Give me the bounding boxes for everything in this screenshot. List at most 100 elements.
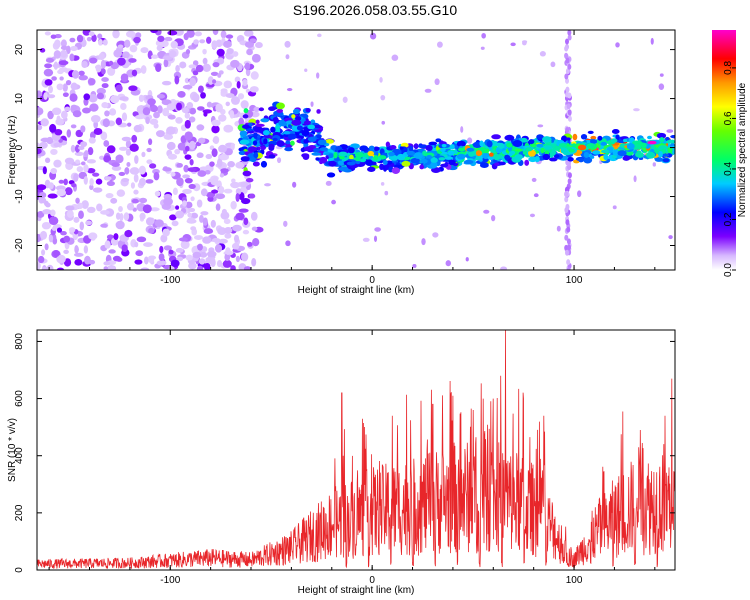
colorbar-label: Normalized spectral amplitude (737, 82, 748, 217)
spectrogram-cell (536, 143, 544, 148)
spectrogram-cell (48, 85, 53, 94)
spectrogram-cell (536, 134, 544, 140)
spectrogram-cell (247, 241, 253, 247)
spectrogram-cell (347, 147, 355, 154)
spectrogram-cell (567, 156, 574, 162)
spectrogram-cell (69, 93, 78, 102)
spectrogram-cell (100, 131, 108, 141)
spectrogram-cell (217, 72, 222, 78)
spectrogram-cell (166, 141, 176, 151)
spectrogram-cell (483, 209, 490, 214)
spectrogram-cell (89, 57, 98, 64)
spectrogram-cell (73, 252, 84, 257)
spectrogram-cell (197, 85, 204, 93)
spectrogram-cell (186, 30, 195, 38)
spectrogram-cell (71, 70, 80, 79)
spectrogram-cell (176, 102, 182, 111)
spectrogram-cell (47, 94, 56, 99)
spectrogram-cell (240, 156, 250, 162)
spectrogram-cell (58, 60, 69, 66)
colorbar-tick-label: 0.4 (723, 162, 734, 176)
spectrogram-cell (285, 54, 290, 60)
spectrogram-cell (150, 30, 158, 34)
spectrogram-cell (204, 170, 211, 175)
spectrogram-cell (187, 167, 197, 173)
spectrogram-cell (143, 242, 153, 247)
spectrogram-cell (131, 69, 138, 77)
spectrogram-cell (53, 250, 60, 258)
spectrogram-cell (133, 36, 141, 44)
colorbar-gradient (712, 30, 736, 270)
spectrogram-cell (270, 126, 276, 133)
spectrogram-cell (68, 227, 76, 233)
spectrogram-cell (184, 112, 190, 119)
spectrogram-cell (127, 122, 132, 127)
spectrogram-cell (148, 255, 157, 260)
spectrogram-cell (111, 162, 120, 167)
spectrogram-cell (243, 266, 252, 270)
spectrogram-cell (189, 158, 194, 166)
spectrogram-cell (167, 30, 178, 36)
spectrogram-cell (42, 166, 47, 175)
spectrogram-cell (590, 135, 597, 140)
spectrogram-cell (80, 161, 86, 166)
spectrogram-cell (224, 253, 231, 262)
spectrogram-cell (285, 240, 291, 247)
spectrogram-cell (564, 73, 569, 80)
spectrogram-cell (493, 153, 501, 161)
spectrogram-cell (184, 154, 192, 160)
spectrogram-cell (668, 235, 673, 240)
spectrogram-cell (62, 83, 68, 92)
spectrogram-cell (565, 127, 570, 134)
spectrogram-cell (122, 51, 130, 59)
spectrogram-cell (73, 216, 80, 223)
spectrogram-cell (138, 94, 144, 103)
spectrogram-cell (37, 124, 43, 131)
spectrogram-cell (380, 182, 385, 186)
spectrogram-cell (83, 164, 89, 173)
spectrogram-cell (60, 110, 68, 119)
spectrogram-cell (184, 177, 193, 184)
spectrogram-cell (45, 57, 55, 63)
spectrogram-cell (528, 139, 535, 145)
spectrogram-cell (62, 92, 69, 98)
spectrogram-cell (665, 136, 670, 142)
spectrogram-cell (113, 49, 122, 58)
spectrogram-cell (182, 84, 193, 90)
spectrogram-cell (117, 57, 126, 66)
spectrogram-cell (53, 50, 61, 59)
snr-frame (36, 329, 676, 571)
colorbar-axis: 0.0 0.2 0.4 0.6 0.8 (723, 61, 736, 277)
spectrogram-cell (157, 105, 163, 114)
snr-y-tick-label: 0 (14, 567, 25, 573)
spectrogram-cell (196, 199, 203, 208)
spectrogram-cell (192, 93, 200, 103)
spectrogram-cell (612, 149, 619, 156)
spectrogram-cell (49, 123, 57, 133)
spectrogram-cell (667, 147, 673, 154)
spectrogram-cell (487, 156, 495, 160)
spectrogram-cell (235, 255, 240, 263)
spectrogram-cell (47, 110, 54, 120)
spectrogram-cell (88, 232, 98, 240)
spectrogram-cell (359, 145, 369, 152)
spectrogram-cell (435, 138, 442, 143)
spectrogram-cell (81, 200, 89, 209)
spectrogram-cell (185, 201, 193, 209)
spectrogram-cell (249, 157, 257, 163)
spectrogram-cell (587, 130, 594, 135)
spectrogram-cell (47, 193, 58, 199)
spectrogram-cell (276, 108, 284, 113)
spectrogram-cell (250, 211, 258, 221)
spectrogram-cell (255, 123, 265, 128)
spectrogram-cell (232, 224, 242, 232)
spectrogram-cell (166, 126, 176, 135)
spectrogram-cell (276, 157, 282, 164)
colorbar-tick-label: 0.6 (723, 111, 734, 125)
spectrogram-cell (218, 238, 228, 244)
spectrogram-cell (167, 114, 176, 120)
spectrogram-cell (105, 176, 112, 181)
spectrogram-cell (220, 88, 228, 93)
spectrogram-cell (276, 102, 285, 110)
